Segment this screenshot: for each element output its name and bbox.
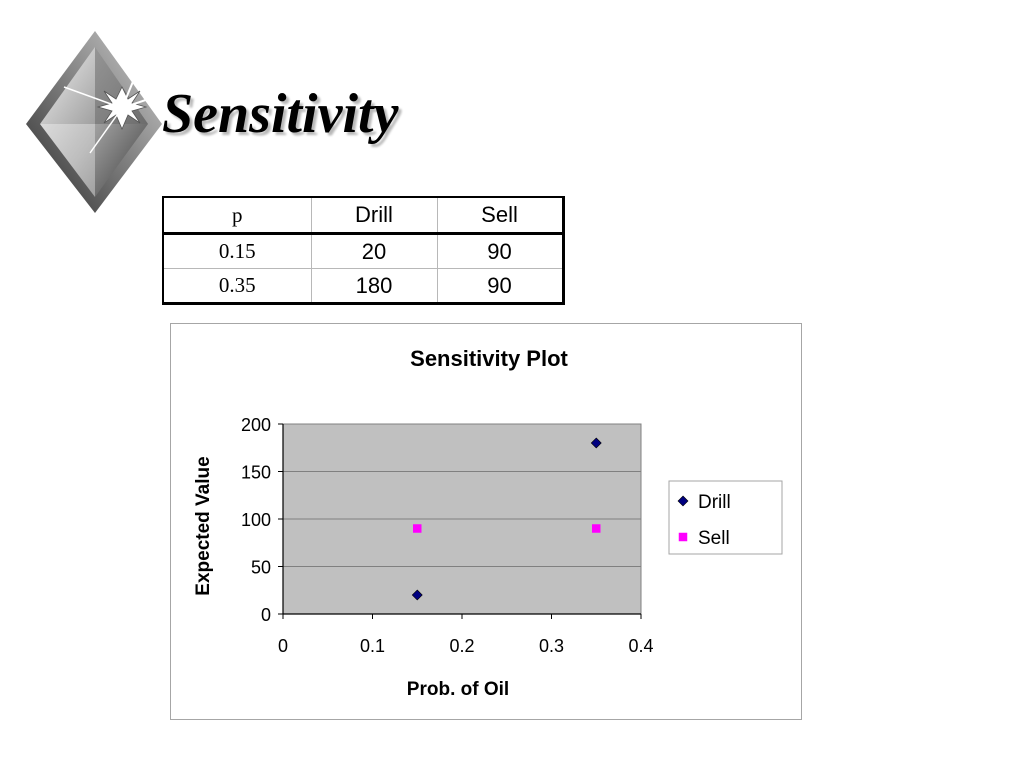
table-cell-sell: 90 xyxy=(436,268,564,304)
legend-drill-marker xyxy=(677,495,689,507)
table-row: 0.15 20 90 xyxy=(162,233,564,269)
diamond-star-logo-icon xyxy=(26,30,185,213)
sell-point xyxy=(413,524,422,533)
y-tick-label: 200 xyxy=(241,415,271,435)
chart-frame: Sensitivity Plot 0 50 100 150 200 0 0.1 0.2 0.3 0… xyxy=(170,323,802,720)
table-header-drill: Drill xyxy=(310,196,438,235)
x-tick-label: 0.2 xyxy=(449,636,474,656)
x-tick-label: 0.4 xyxy=(628,636,653,656)
x-tick-label: 0.3 xyxy=(539,636,564,656)
legend-sell-label: Sell xyxy=(698,528,730,549)
chart-title: Sensitivity Plot xyxy=(410,346,568,371)
x-axis-label: Prob. of Oil xyxy=(407,679,509,700)
legend-drill-label: Drill xyxy=(698,492,731,513)
table-cell-p: 0.35 xyxy=(162,268,312,304)
drill-point xyxy=(590,437,602,449)
legend-sell-marker xyxy=(678,532,688,542)
legend-box xyxy=(668,480,783,555)
table-row: 0.35 180 90 xyxy=(162,268,564,304)
table-header-p: p xyxy=(162,196,312,235)
table-cell-sell: 90 xyxy=(436,233,564,269)
y-tick-label: 150 xyxy=(241,463,271,483)
y-tick-label: 50 xyxy=(251,558,271,578)
y-axis-label: Expected Value xyxy=(193,456,214,595)
plot-area: 0 50 100 150 200 0 0.1 0.2 0.3 0.4 xyxy=(241,415,654,656)
x-tick-label: 0 xyxy=(278,636,288,656)
table-header-row: p Drill Sell xyxy=(162,196,564,235)
data-table: p Drill Sell 0.15 20 90 0.35 180 90 xyxy=(162,196,565,305)
y-tick-label: 100 xyxy=(241,510,271,530)
table-cell-drill: 180 xyxy=(310,268,438,304)
legend: Drill Sell xyxy=(668,480,783,555)
table-cell-drill: 20 xyxy=(310,233,438,269)
chart-marks xyxy=(411,437,602,601)
x-tick-label: 0.1 xyxy=(360,636,385,656)
drill-point xyxy=(411,589,423,601)
sell-point xyxy=(592,524,601,533)
table-cell-p: 0.15 xyxy=(162,233,312,269)
slide-title: Sensitivity xyxy=(162,83,399,145)
y-tick-label: 0 xyxy=(261,605,271,625)
table-header-sell: Sell xyxy=(436,196,564,235)
